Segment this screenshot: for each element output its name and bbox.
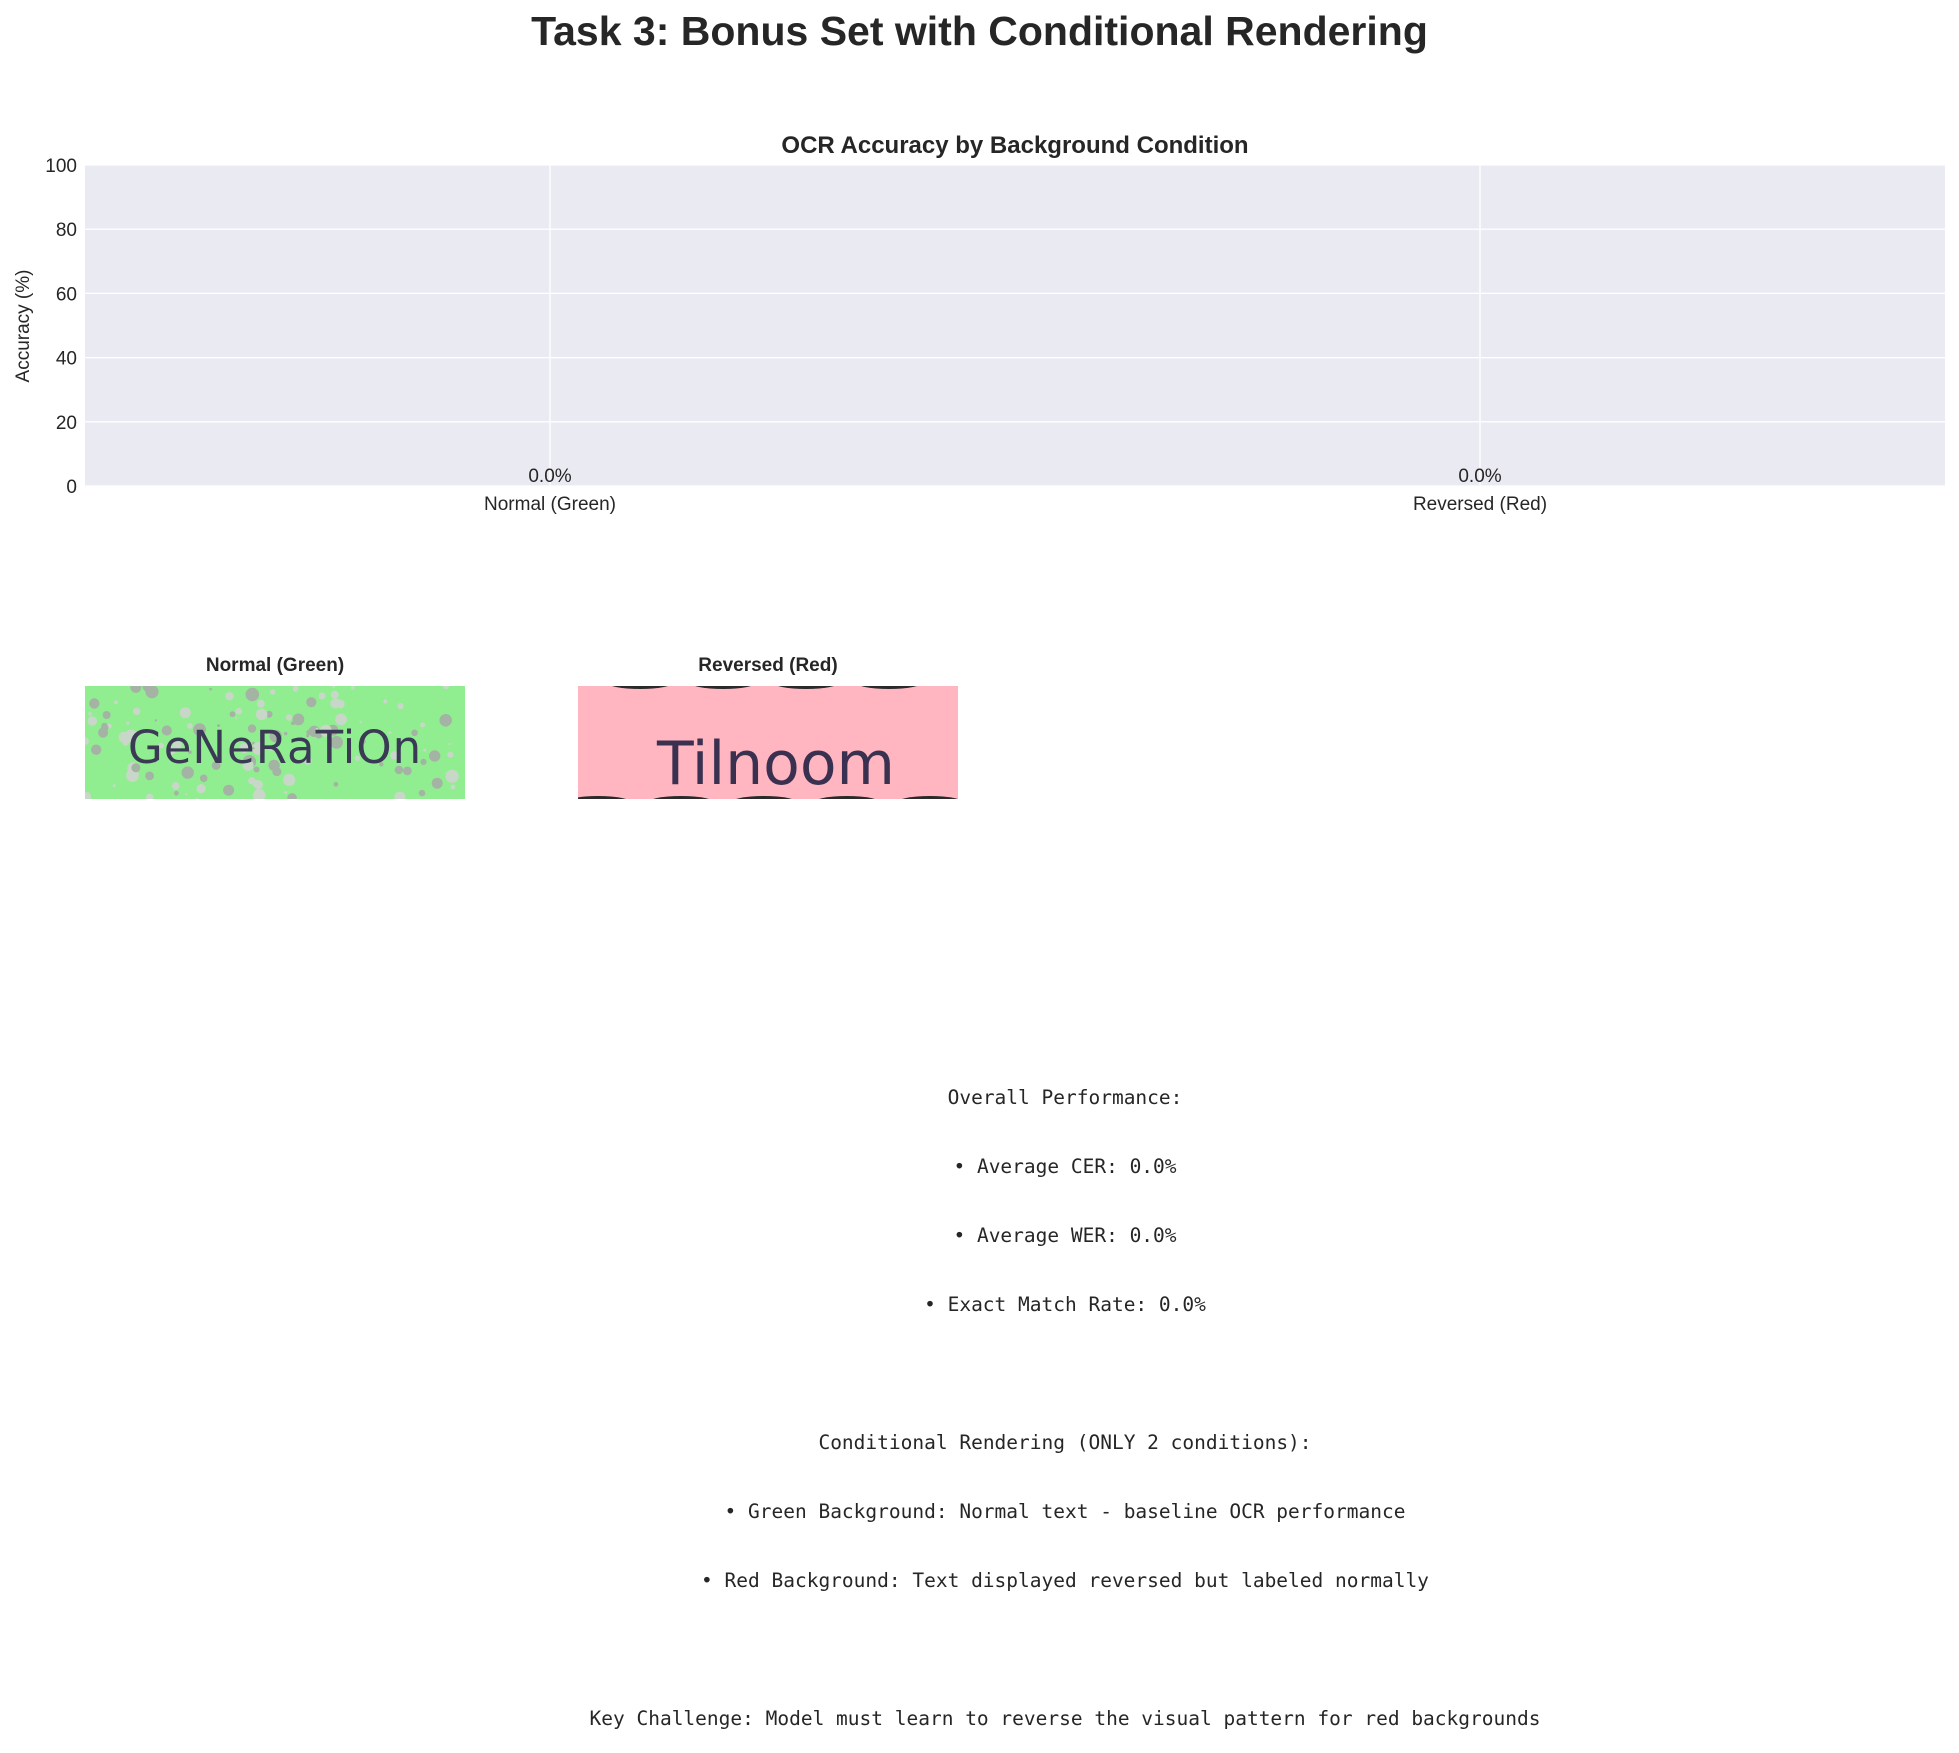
sample-reversed-title: Reversed (Red) bbox=[698, 655, 838, 676]
summary-line: • Average WER: 0.0% bbox=[953, 1224, 1177, 1247]
summary-line: • Green Background: Normal text - baseli… bbox=[724, 1500, 1406, 1523]
bar-value-label: 0.0% bbox=[1458, 466, 1501, 487]
y-tick-label: 20 bbox=[56, 413, 77, 434]
y-tick-label: 0 bbox=[66, 477, 77, 498]
summary-line bbox=[0, 1638, 1959, 1661]
summary-line: • Exact Match Rate: 0.0% bbox=[924, 1293, 1206, 1316]
sample-reversed-image: Tilnoom bbox=[578, 686, 958, 799]
summary-line: • Average CER: 0.0% bbox=[953, 1155, 1177, 1178]
bar-value-label: 0.0% bbox=[528, 466, 571, 487]
sample-normal-title: Normal (Green) bbox=[205, 655, 345, 676]
summary-line: Conditional Rendering (ONLY 2 conditions… bbox=[818, 1431, 1312, 1454]
labels: 0 20 40 60 80 100 0.0% Normal (Green) 0.0% Revers… bbox=[45, 156, 1547, 515]
x-tick-label: Reversed (Red) bbox=[1413, 494, 1547, 515]
sample-reversed-text: Tilnoom bbox=[656, 729, 895, 799]
y-tick-label: 40 bbox=[56, 349, 77, 370]
summary-line: • Red Background: Text displayed reverse… bbox=[701, 1569, 1429, 1592]
y-tick-label: 60 bbox=[56, 284, 77, 305]
summary-line: Overall Performance: bbox=[947, 1086, 1183, 1109]
summary-line bbox=[0, 1362, 1959, 1385]
x-tick-label: Normal (Green) bbox=[484, 494, 616, 515]
accuracy-bar-chart: OCR Accuracy by Background Condition 0 20… bbox=[13, 132, 1945, 515]
summary-line: Key Challenge: Model must learn to rever… bbox=[589, 1707, 1541, 1730]
sample-normal-text: GeNeRaTiOn bbox=[128, 721, 422, 774]
summary-text: Overall Performance: • Average CER: 0.0%… bbox=[0, 1040, 1959, 1753]
sample-normal-image: GeNeRaTiOn bbox=[85, 686, 465, 799]
chart-title: OCR Accuracy by Background Condition bbox=[781, 132, 1248, 159]
plot-area bbox=[85, 165, 1945, 486]
figure-title: Task 3: Bonus Set with Conditional Rende… bbox=[531, 8, 1428, 54]
y-tick-label: 100 bbox=[45, 156, 77, 177]
y-axis-label: Accuracy (%) bbox=[13, 270, 34, 383]
grid-lines bbox=[85, 164, 1945, 487]
y-tick-label: 80 bbox=[56, 220, 77, 241]
